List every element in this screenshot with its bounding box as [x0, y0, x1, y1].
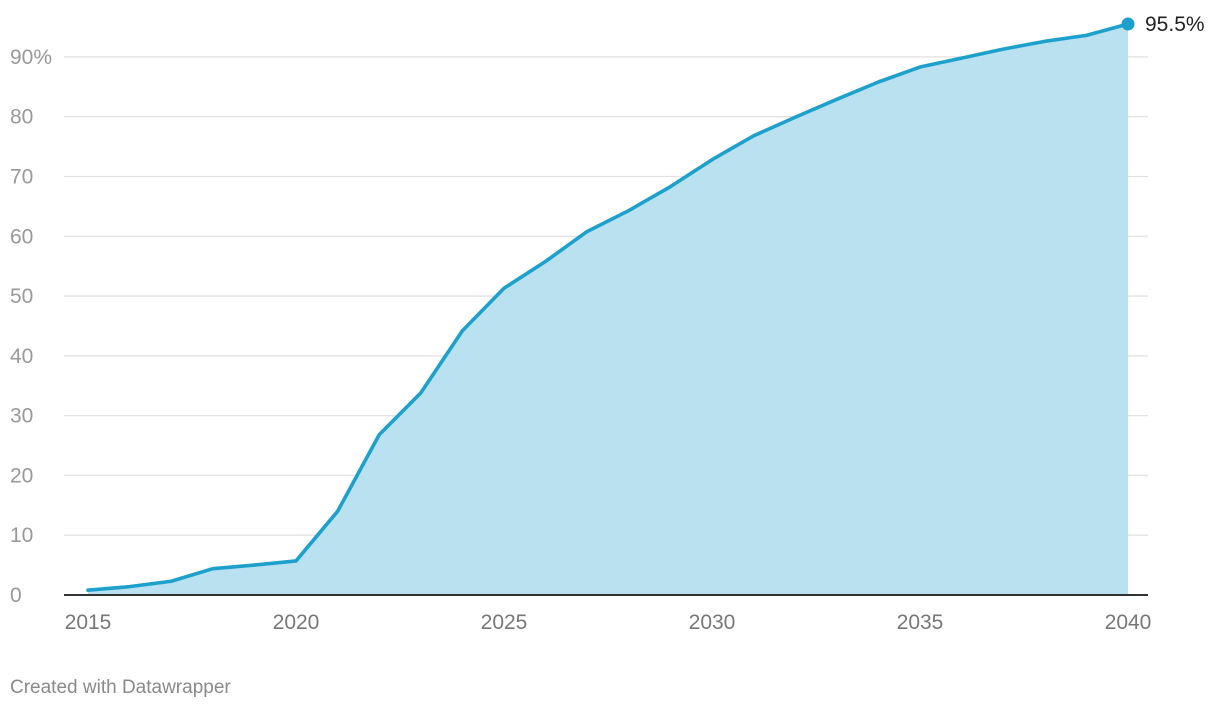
y-tick-label: 80 — [10, 106, 33, 129]
y-tick-label: 20 — [10, 464, 33, 487]
area-series — [86, 22, 1130, 595]
y-tick-label: 60 — [10, 225, 33, 248]
y-tick-label: 30 — [10, 405, 33, 428]
series-line — [86, 22, 1130, 593]
x-tick-label: 2035 — [897, 611, 944, 634]
end-point-marker — [1121, 17, 1135, 31]
y-tick-label: 0 — [10, 584, 22, 607]
x-tick-label: 2015 — [65, 611, 112, 634]
area-fill — [88, 24, 1128, 595]
x-tick-label: 2025 — [481, 611, 528, 634]
y-tick-label: 10 — [10, 524, 33, 547]
x-tick-label: 2020 — [273, 611, 320, 634]
y-tick-label: 50 — [10, 285, 33, 308]
y-tick-label: 40 — [10, 345, 33, 368]
x-tick-label: 2040 — [1105, 611, 1152, 634]
y-tick-label: 70 — [10, 165, 33, 188]
end-value-label: 95.5% — [1145, 13, 1205, 36]
x-tick-label: 2030 — [689, 611, 736, 634]
credit-text: Created with Datawrapper — [10, 677, 231, 698]
y-tick-label: 90% — [10, 46, 52, 69]
